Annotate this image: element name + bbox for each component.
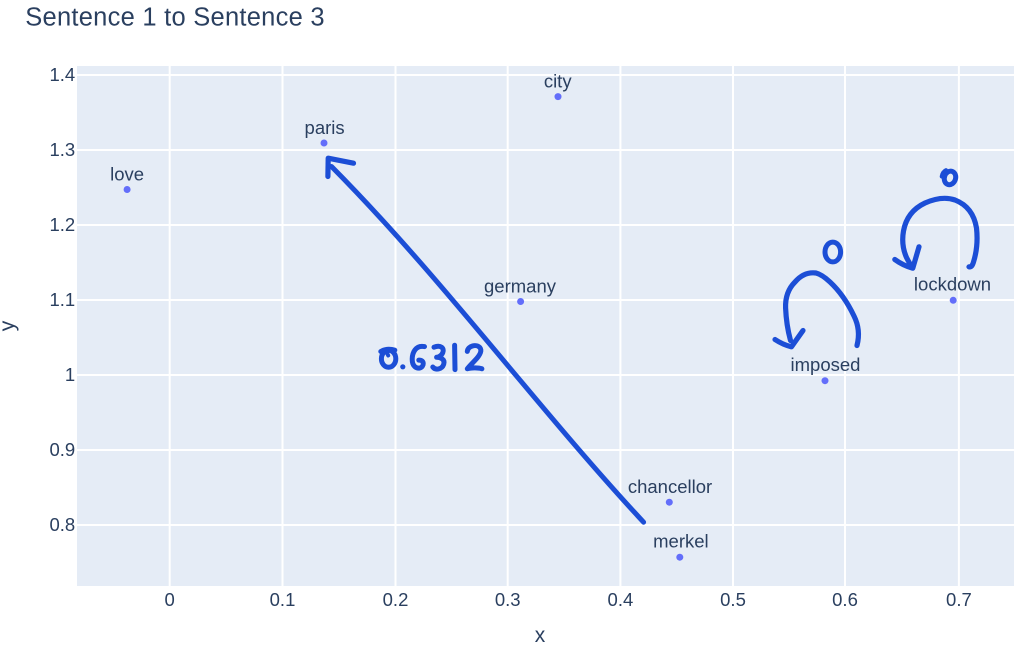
svg-text:0.3: 0.3 — [495, 589, 521, 610]
svg-text:1.3: 1.3 — [49, 139, 75, 160]
svg-text:0.6: 0.6 — [832, 589, 858, 610]
svg-text:1: 1 — [65, 364, 75, 385]
svg-text:0: 0 — [165, 589, 175, 610]
svg-text:merkel: merkel — [653, 531, 709, 552]
svg-text:x: x — [535, 624, 546, 647]
svg-text:love: love — [110, 164, 144, 185]
svg-text:0.2: 0.2 — [383, 589, 409, 610]
svg-text:chancellor: chancellor — [628, 476, 712, 497]
svg-text:1.1: 1.1 — [49, 289, 75, 310]
svg-text:1.2: 1.2 — [49, 214, 75, 235]
svg-text:0.1: 0.1 — [270, 589, 296, 610]
svg-text:y: y — [0, 320, 19, 331]
svg-text:0.8: 0.8 — [49, 514, 75, 535]
svg-text:0.4: 0.4 — [608, 589, 634, 610]
svg-text:city: city — [544, 70, 573, 91]
svg-text:paris: paris — [305, 117, 345, 138]
svg-text:lockdown: lockdown — [914, 274, 991, 295]
svg-text:0.5: 0.5 — [720, 589, 746, 610]
svg-text:Sentence 1 to Sentence 3: Sentence 1 to Sentence 3 — [25, 4, 324, 32]
svg-text:1.4: 1.4 — [49, 64, 75, 85]
svg-text:0.7: 0.7 — [946, 589, 972, 610]
svg-text:germany: germany — [484, 275, 557, 296]
svg-text:imposed: imposed — [791, 354, 861, 375]
svg-text:0.9: 0.9 — [49, 439, 75, 460]
